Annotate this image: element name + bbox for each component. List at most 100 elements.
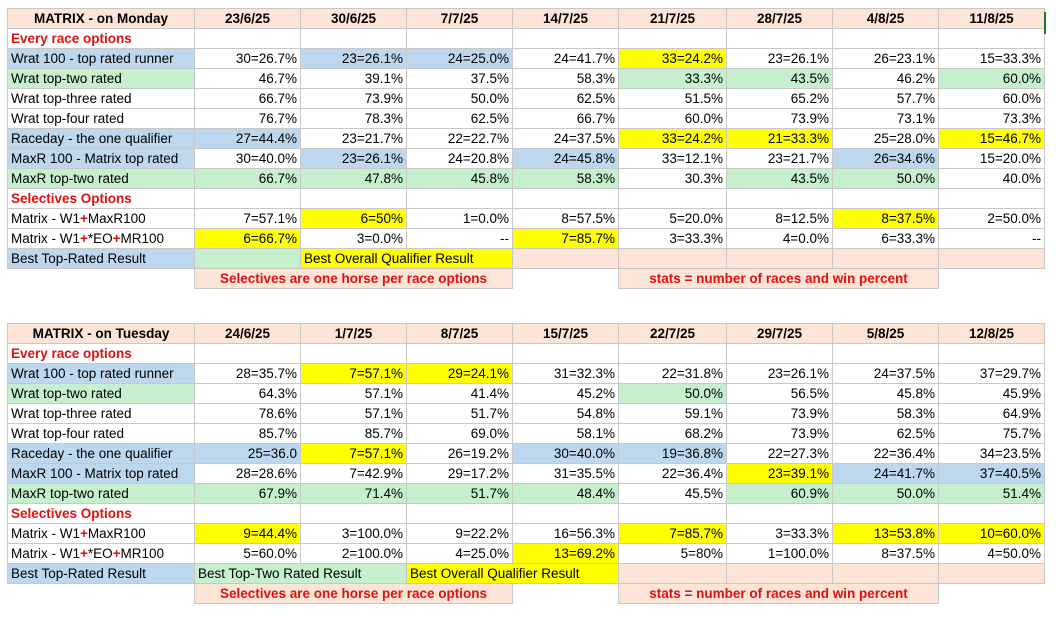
data-cell[interactable]: 58.1% [512,423,619,444]
empty-cell[interactable] [726,503,833,524]
data-cell[interactable]: 51.7% [406,403,513,424]
legend-peach-cell[interactable] [938,563,1045,584]
blank-cell[interactable] [8,584,195,604]
data-cell[interactable]: 57.7% [832,88,939,109]
empty-cell[interactable] [194,503,301,524]
data-cell[interactable]: 37=29.7% [938,363,1045,384]
empty-cell[interactable] [618,28,727,49]
date-header[interactable]: 12/8/25 [938,323,1045,344]
data-cell[interactable]: 73.9% [726,108,833,129]
selective-row-label[interactable]: Matrix - W1+MaxR100 [7,523,195,544]
data-cell[interactable]: 39.1% [300,68,407,89]
data-cell[interactable]: 45.2% [512,383,619,404]
sheet-title[interactable]: MATRIX - on Tuesday [7,323,195,344]
data-cell[interactable]: 4=25.0% [406,543,513,564]
data-cell[interactable]: 41.4% [406,383,513,404]
data-cell[interactable]: 16=56.3% [512,523,619,544]
empty-cell[interactable] [938,28,1045,49]
data-cell[interactable]: 33=24.2% [618,48,727,69]
date-header[interactable]: 24/6/25 [194,323,301,344]
data-cell[interactable]: 22=36.4% [618,463,727,484]
data-cell[interactable]: 3=33.3% [618,228,727,249]
legend-peach-cell[interactable] [726,563,833,584]
legend-green-swatch[interactable] [194,248,301,269]
section-label-selectives[interactable]: Selectives Options [7,503,195,524]
empty-cell[interactable] [300,28,407,49]
data-cell[interactable]: 5=80% [618,543,727,564]
empty-cell[interactable] [618,343,727,364]
date-header[interactable]: 22/7/25 [618,323,727,344]
data-cell[interactable]: 21=33.3% [726,128,833,149]
data-cell[interactable]: 24=41.7% [512,48,619,69]
blank-cell[interactable] [939,584,1045,604]
empty-cell[interactable] [406,188,513,209]
empty-cell[interactable] [406,28,513,49]
section-label-every-race[interactable]: Every race options [7,343,195,364]
legend-peach-cell[interactable] [512,248,619,269]
date-header[interactable]: 7/7/25 [406,8,513,29]
data-cell[interactable]: 30=26.7% [194,48,301,69]
data-cell[interactable]: 30=40.0% [512,443,619,464]
data-cell[interactable]: 69.0% [406,423,513,444]
blank-cell[interactable] [8,269,195,289]
legend-best-top-rated[interactable]: Best Top-Rated Result [7,248,195,269]
data-cell[interactable]: 85.7% [300,423,407,444]
empty-cell[interactable] [618,503,727,524]
data-cell[interactable]: 85.7% [194,423,301,444]
empty-cell[interactable] [832,343,939,364]
row-label[interactable]: Wrat top-four rated [7,108,195,129]
date-header[interactable]: 21/7/25 [618,8,727,29]
data-cell[interactable]: 29=24.1% [406,363,513,384]
data-cell[interactable]: 24=41.7% [832,463,939,484]
data-cell[interactable]: 46.2% [832,68,939,89]
data-cell[interactable]: 3=33.3% [726,523,833,544]
footnote-selectives[interactable]: Selectives are one horse per race option… [194,583,513,604]
date-header[interactable]: 11/8/25 [938,8,1045,29]
data-cell[interactable]: 65.2% [726,88,833,109]
data-cell[interactable]: 4=0.0% [726,228,833,249]
empty-cell[interactable] [194,188,301,209]
data-cell[interactable]: 33.3% [618,68,727,89]
data-cell[interactable]: 60.0% [938,68,1045,89]
data-cell[interactable]: 24=20.8% [406,148,513,169]
data-cell[interactable]: 48.4% [512,483,619,504]
row-label[interactable]: Wrat top-three rated [7,88,195,109]
sheet-title[interactable]: MATRIX - on Monday [7,8,195,29]
data-cell[interactable]: 6=50% [300,208,407,229]
date-header[interactable]: 1/7/25 [300,323,407,344]
date-header[interactable]: 29/7/25 [726,323,833,344]
empty-cell[interactable] [726,343,833,364]
data-cell[interactable]: 73.9% [726,423,833,444]
data-cell[interactable]: 15=33.3% [938,48,1045,69]
data-cell[interactable]: 43.5% [726,68,833,89]
row-label[interactable]: MaxR top-two rated [7,483,195,504]
data-cell[interactable]: 71.4% [300,483,407,504]
data-cell[interactable]: 25=28.0% [832,128,939,149]
legend-best-top-rated[interactable]: Best Top-Rated Result [7,563,195,584]
data-cell[interactable]: 24=37.5% [832,363,939,384]
empty-cell[interactable] [832,188,939,209]
date-header[interactable]: 4/8/25 [832,8,939,29]
data-cell[interactable]: 62.5% [832,423,939,444]
footnote-stats[interactable]: stats = number of races and win percent [618,583,939,604]
legend-peach-cell[interactable] [618,563,727,584]
selective-row-label[interactable]: Matrix - W1+MaxR100 [7,208,195,229]
data-cell[interactable]: 2=50.0% [938,208,1045,229]
data-cell[interactable]: 60.0% [618,108,727,129]
data-cell[interactable]: 24=25.0% [406,48,513,69]
data-cell[interactable]: 22=27.3% [726,443,833,464]
data-cell[interactable]: 64.3% [194,383,301,404]
data-cell[interactable]: 23=26.1% [726,363,833,384]
row-label[interactable]: Wrat 100 - top rated runner [7,48,195,69]
data-cell[interactable]: 73.3% [938,108,1045,129]
data-cell[interactable]: 15=20.0% [938,148,1045,169]
data-cell[interactable]: 66.7% [194,168,301,189]
data-cell[interactable]: 50.0% [618,383,727,404]
data-cell[interactable]: 33=12.1% [618,148,727,169]
date-header[interactable]: 8/7/25 [406,323,513,344]
data-cell[interactable]: 73.9% [726,403,833,424]
data-cell[interactable]: 78.3% [300,108,407,129]
data-cell[interactable]: 62.5% [406,108,513,129]
empty-cell[interactable] [726,28,833,49]
data-cell[interactable]: 8=37.5% [832,208,939,229]
